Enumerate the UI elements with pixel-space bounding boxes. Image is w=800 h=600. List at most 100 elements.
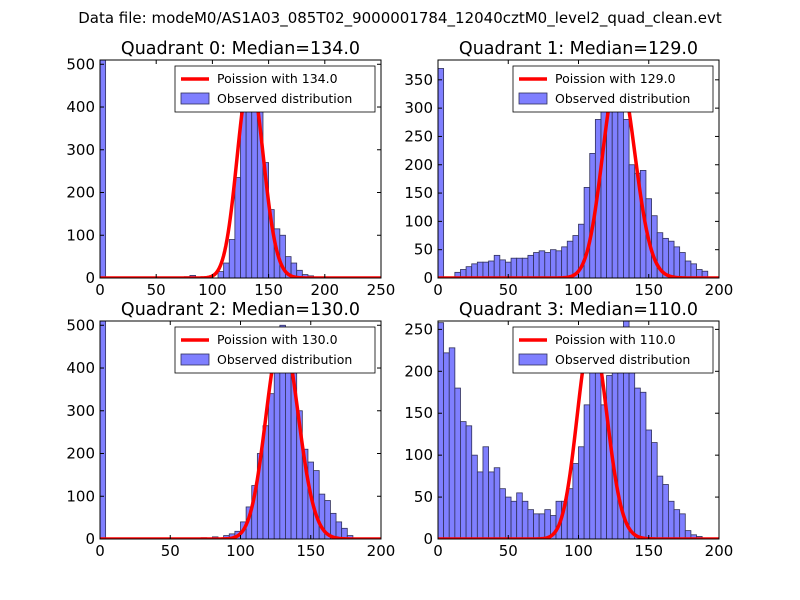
x-tick-label: 0	[433, 281, 443, 299]
histogram-bar	[679, 252, 686, 278]
x-tick-label: 0	[95, 281, 105, 299]
histogram-bar	[516, 257, 523, 278]
y-tick-label: 100	[66, 487, 95, 505]
legend-label-poisson: Poission with 130.0	[217, 332, 338, 347]
histogram-bar	[476, 471, 484, 539]
x-tick-label: 150	[296, 542, 325, 560]
histogram-bar	[533, 513, 540, 539]
y-tick-label: 200	[404, 362, 433, 380]
y-tick-label: 100	[404, 212, 433, 230]
histogram-bar	[690, 263, 697, 278]
histogram-bar	[583, 404, 591, 539]
histogram-bar	[228, 239, 236, 278]
legend-label-poisson: Poission with 110.0	[555, 332, 676, 347]
histogram-bar	[476, 261, 484, 278]
subplot-quadrant-2: Quadrant 2: Median=130.0 0 50 100 150 200 0 100…	[66, 300, 395, 560]
x-tick-label: 200	[705, 542, 734, 560]
histogram-bar	[617, 93, 624, 278]
histogram-bar	[438, 322, 445, 539]
y-tick-label: 200	[404, 156, 433, 174]
histogram-bar	[651, 215, 658, 278]
y-tick-label: 50	[414, 488, 433, 506]
x-tick-label: 100	[198, 281, 227, 299]
legend-label-poisson: Poission with 129.0	[555, 71, 676, 86]
histogram-bar	[521, 500, 529, 539]
x-tick-label: 50	[147, 281, 166, 299]
y-tick-label: 0	[423, 269, 433, 287]
histogram-bar	[482, 261, 489, 278]
y-tick-label: 100	[66, 226, 95, 244]
histogram-bar	[448, 347, 456, 539]
legend-bar-swatch	[180, 353, 210, 366]
histogram-bar	[572, 463, 579, 539]
legend-label-observed: Observed distribution	[555, 91, 690, 106]
histogram-bar	[684, 260, 692, 278]
histogram-bar	[639, 391, 647, 539]
poisson-curve	[100, 332, 381, 539]
y-tick-label: 500	[66, 55, 95, 73]
histogram-bar	[668, 240, 675, 278]
y-tick-label: 300	[404, 99, 433, 117]
legend-bar-swatch	[518, 92, 548, 105]
histogram-bar	[443, 352, 450, 539]
y-tick-label: 0	[85, 530, 95, 548]
x-tick-label: 50	[499, 281, 518, 299]
histogram-bar	[544, 509, 551, 539]
legend-bar-swatch	[518, 353, 548, 366]
subplot-quadrant-0: Quadrant 0: Median=134.0 0 50 100 150 200 250 0…	[66, 39, 395, 299]
legend-label-observed: Observed distribution	[217, 91, 352, 106]
histogram-bar	[566, 240, 574, 278]
histogram-bar	[634, 387, 641, 539]
histogram-bar	[651, 442, 658, 539]
x-tick-label: 50	[499, 542, 518, 560]
poisson-curve	[100, 75, 381, 278]
histogram-bar	[533, 252, 540, 278]
histogram-bar	[488, 260, 495, 278]
histogram-bar	[510, 500, 518, 539]
histogram-bar	[521, 257, 529, 278]
x-tick-label: 150	[254, 281, 283, 299]
x-tick-label: 0	[95, 542, 105, 560]
histogram-bar	[493, 254, 501, 278]
legend-label-poisson: Poission with 134.0	[217, 71, 338, 86]
y-tick-label: 0	[85, 269, 95, 287]
legend-label-observed: Observed distribution	[217, 352, 352, 367]
histogram-bar	[460, 421, 467, 539]
histogram-bar	[527, 254, 534, 278]
y-tick-label: 150	[404, 184, 433, 202]
histogram-bar	[482, 446, 489, 539]
histogram-bar	[538, 513, 546, 539]
figure-suptitle: Data file: modeM0/AS1A03_085T02_90000017…	[78, 9, 722, 28]
histogram-bar	[701, 270, 709, 278]
x-tick-label: 200	[310, 281, 339, 299]
y-tick-label: 400	[66, 359, 95, 377]
y-tick-label: 50	[414, 241, 433, 259]
histogram-bar	[505, 496, 512, 539]
legend: Poission with 130.0 Observed distribution	[174, 326, 376, 374]
subplot-quadrant-1: Quadrant 1: Median=129.0 0 50 100 150 200 0 50 1…	[404, 39, 733, 299]
histogram-bar	[510, 257, 518, 278]
y-tick-label: 150	[404, 404, 433, 422]
histogram-bar	[645, 429, 652, 539]
histogram-bar	[499, 488, 506, 539]
histogram-bar	[100, 60, 107, 278]
y-tick-label: 300	[66, 141, 95, 159]
x-tick-label: 100	[564, 542, 593, 560]
histogram-bar	[488, 471, 495, 539]
y-tick-label: 350	[404, 71, 433, 89]
histogram-bar	[544, 252, 551, 278]
x-tick-label: 150	[634, 542, 663, 560]
legend: Poission with 134.0 Observed distribution	[174, 65, 376, 113]
x-tick-label: 200	[705, 281, 734, 299]
histogram-bar	[628, 164, 636, 278]
legend-bar-swatch	[180, 92, 210, 105]
histogram-bar	[578, 446, 585, 539]
histogram	[438, 321, 703, 539]
histogram-bar	[550, 249, 557, 278]
histogram-bar	[561, 246, 568, 278]
histogram-bar	[673, 246, 681, 278]
y-tick-label: 200	[66, 184, 95, 202]
histogram-bar	[628, 362, 636, 539]
histogram-bar	[679, 513, 686, 539]
